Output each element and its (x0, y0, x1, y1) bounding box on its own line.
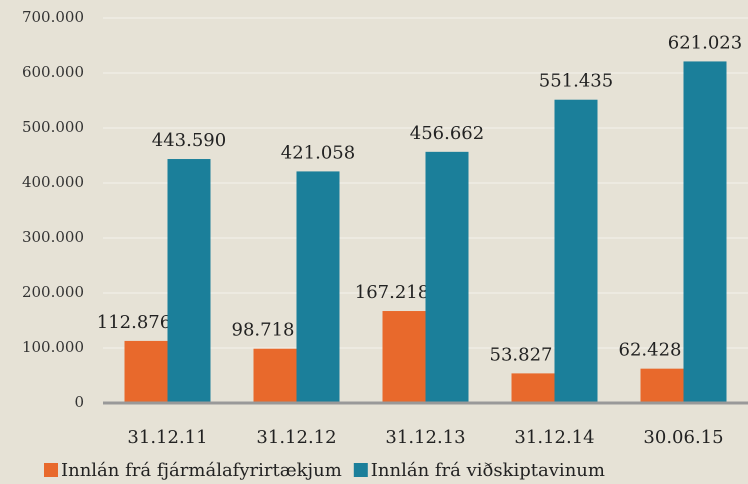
bar (640, 368, 684, 403)
value-label: 551.435 (539, 71, 613, 92)
legend-label: Innlán frá viðskiptavinum (371, 460, 605, 481)
value-label: 421.058 (281, 142, 355, 163)
bar (425, 151, 469, 403)
x-tick-label: 31.12.13 (385, 427, 465, 448)
bar (554, 99, 598, 403)
value-label: 62.428 (619, 340, 682, 361)
y-tick-label: 200.000 (22, 283, 84, 301)
value-label: 456.662 (410, 123, 484, 144)
x-tick-label: 31.12.14 (514, 427, 594, 448)
y-tick-label: 700.000 (22, 8, 84, 26)
y-tick-label: 600.000 (22, 63, 84, 81)
value-label: 98.718 (232, 320, 295, 341)
value-label: 443.590 (152, 130, 226, 151)
bar (253, 348, 297, 403)
bar (683, 61, 727, 404)
x-tick-label: 31.12.11 (127, 427, 207, 448)
bar (167, 159, 211, 403)
bar (382, 311, 426, 403)
value-label: 112.876 (97, 312, 171, 333)
y-tick-label: 500.000 (22, 118, 84, 136)
value-label: 621.023 (668, 32, 742, 53)
bar (124, 340, 168, 403)
legend-swatch (353, 463, 368, 477)
value-label: 53.827 (490, 344, 553, 365)
y-tick-label: 100.000 (22, 338, 84, 356)
y-tick-label: 0 (74, 393, 84, 411)
bar (296, 171, 340, 403)
bar (511, 373, 555, 403)
x-tick-label: 31.12.12 (256, 427, 336, 448)
value-label: 167.218 (355, 282, 429, 303)
x-tick-label: 30.06.15 (643, 427, 723, 448)
legend-label: Innlán frá fjármálafyrirtækjum (61, 460, 342, 481)
legend-swatch (44, 463, 58, 477)
y-tick-label: 300.000 (22, 228, 84, 246)
y-tick-label: 400.000 (22, 173, 84, 191)
